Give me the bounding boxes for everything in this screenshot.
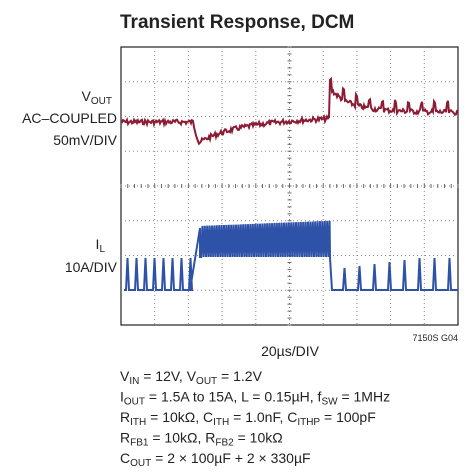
text-run: V xyxy=(82,88,92,104)
condition-line: IOUT = 1.5A to 15A, L = 0.15µH, fSW = 1M… xyxy=(120,389,390,408)
text-run: I xyxy=(120,389,124,405)
text-run: R xyxy=(120,430,130,446)
condition-line: RITH = 10kΩ, CITH = 1.0nF, CITHP = 100pF xyxy=(120,409,376,428)
trace-scale: 50mV/DIV xyxy=(53,132,117,148)
text-run: = 1.2V xyxy=(217,368,262,384)
subscript: OUT xyxy=(124,396,145,407)
figure-id: 7150S G04 xyxy=(412,333,458,343)
subscript: IN xyxy=(129,376,139,387)
text-run: = 2 × 100µF + 2 × 330µF xyxy=(151,450,310,466)
traces xyxy=(120,76,459,291)
text-run: = 10kΩ, R xyxy=(148,430,215,446)
subscript: ITH xyxy=(213,417,229,428)
text-run: C xyxy=(120,450,130,466)
vout-trace xyxy=(120,76,459,146)
trace-label: IL xyxy=(96,236,106,255)
condition-line: VIN = 12V, VOUT = 1.2V xyxy=(120,368,263,387)
text-run: I xyxy=(96,236,100,252)
condition-line: COUT = 2 × 100µF + 2 × 330µF xyxy=(120,450,311,469)
time-scale: 20µs/DIV xyxy=(261,343,320,359)
trace-scale: 10A/DIV xyxy=(65,259,118,275)
subscript: ITH xyxy=(130,417,146,428)
text-run: = 10kΩ xyxy=(234,430,283,446)
subscript: ITHP xyxy=(297,417,320,428)
trace-label: VOUT xyxy=(82,88,112,107)
grid xyxy=(120,46,459,326)
text-run: V xyxy=(120,368,130,384)
text-run: = 1.0nF, C xyxy=(229,409,297,425)
condition-line: RFB1 = 10kΩ, RFB2 = 10kΩ xyxy=(120,430,283,449)
subscript: OUT xyxy=(91,96,112,107)
text-run: = 10kΩ, C xyxy=(146,409,213,425)
subscript: OUT xyxy=(196,376,217,387)
subscript: FB1 xyxy=(130,437,149,448)
text-run: = 1.5A to 15A, L = 0.15µH, f xyxy=(145,389,322,405)
text-run: = 12V, V xyxy=(139,368,196,384)
subscript: SW xyxy=(321,396,338,407)
text-run: R xyxy=(120,409,130,425)
text-run: = 100pF xyxy=(320,409,376,425)
chart-title: Transient Response, DCM xyxy=(120,12,354,33)
trace-coupling: AC–COUPLED xyxy=(22,110,117,126)
subscript: L xyxy=(99,244,105,255)
text-run: = 1MHz xyxy=(338,389,391,405)
subscript: OUT xyxy=(130,458,151,469)
subscript: FB2 xyxy=(215,437,234,448)
il-trace xyxy=(124,220,458,291)
